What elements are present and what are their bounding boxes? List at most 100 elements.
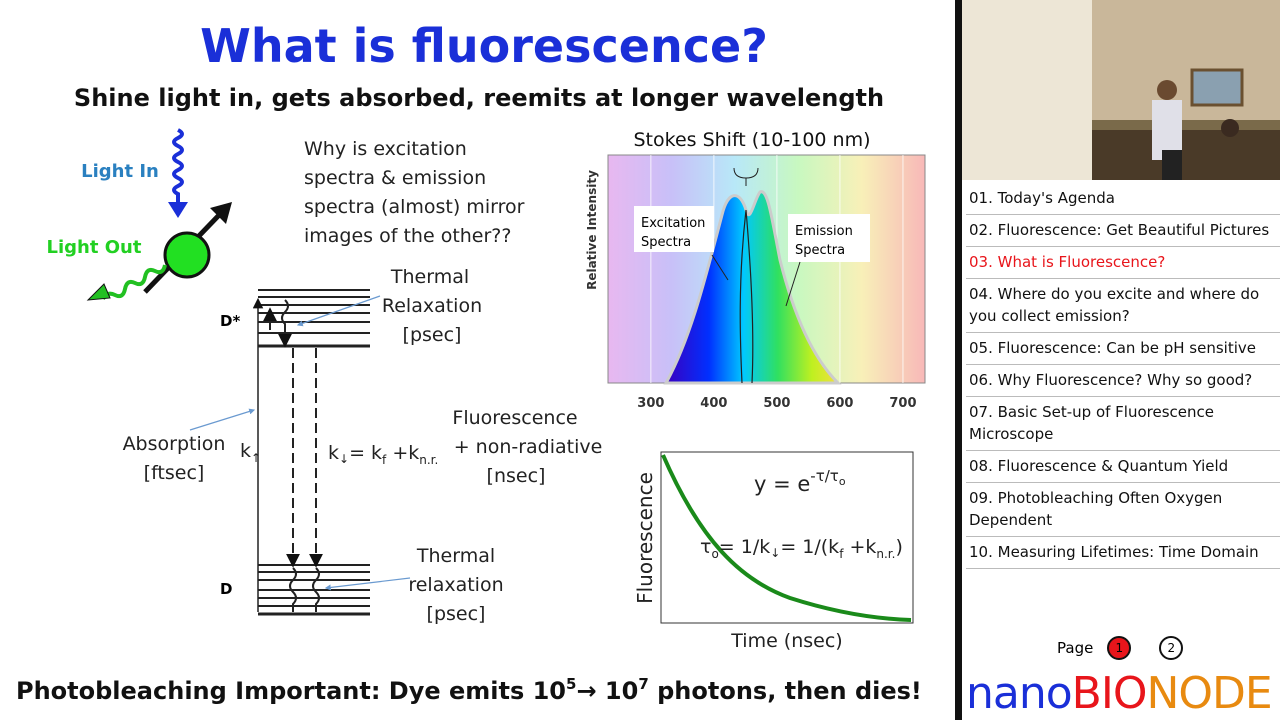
- chapter-item[interactable]: 08. Fluorescence & Quantum Yield: [966, 451, 1280, 483]
- pointer: [785, 261, 801, 307]
- chapter-item[interactable]: 06. Why Fluorescence? Why so good?: [966, 365, 1280, 397]
- molecule-icon: [86, 128, 232, 301]
- brand-part: nano: [966, 668, 1073, 719]
- chapter-item[interactable]: 04. Where do you excite and where do you…: [966, 279, 1280, 333]
- annotation: [nsec]: [487, 465, 546, 487]
- state-label: D*: [220, 312, 240, 330]
- state-label: D: [220, 580, 232, 598]
- equation-part: ): [895, 536, 902, 558]
- footer-part: Photobleaching Important: Dye emits 10: [16, 677, 566, 705]
- equation-part: f: [839, 547, 844, 561]
- video-feed: [962, 0, 1280, 180]
- equation-part: = 1/k: [719, 536, 770, 558]
- x-tick-label: 600: [826, 396, 853, 411]
- equation-part: ↓: [770, 546, 780, 560]
- equation-part: o: [839, 475, 846, 488]
- x-tick-label: 500: [763, 396, 790, 411]
- brand-part: BIO: [1071, 668, 1148, 719]
- chapter-item[interactable]: 07. Basic Set-up of Fluorescence Microsc…: [966, 397, 1280, 451]
- chapter-list: 01. Today's Agenda 02. Fluorescence: Get …: [966, 183, 1280, 569]
- light-in-label: Light In: [81, 161, 159, 182]
- annotation: [ftsec]: [144, 462, 205, 484]
- footer-part: photons, then dies!: [649, 677, 922, 705]
- equation-part: n.r.: [876, 547, 895, 561]
- rate-part: k: [240, 440, 251, 462]
- chapter-item[interactable]: 02. Fluorescence: Get Beautiful Pictures: [966, 215, 1280, 247]
- slide-subtitle: Shine light in, gets absorbed, reemits a…: [74, 84, 884, 112]
- chapter-item[interactable]: 03. What is Fluorescence?: [966, 247, 1280, 279]
- label-box: [634, 206, 714, 252]
- chapter-item[interactable]: 05. Fluorescence: Can be pH sensitive: [966, 333, 1280, 365]
- footer-part: 7: [638, 675, 648, 693]
- question-line: spectra (almost) mirror: [304, 196, 525, 218]
- rate-equation: k↓= kf +kn.r.: [328, 442, 438, 467]
- equation-part: +k: [843, 536, 876, 558]
- annotation: Relaxation: [382, 295, 482, 317]
- decay-plot: [660, 451, 914, 624]
- spectra-label: Spectra: [641, 235, 691, 250]
- slide-title: What is fluorescence?: [200, 19, 768, 73]
- x-axis-label: Time (nsec): [730, 630, 842, 652]
- page-label: Page: [1057, 639, 1094, 657]
- equation-part: = 1/(k: [780, 536, 839, 558]
- x-tick-label: 700: [889, 396, 916, 411]
- page-button[interactable]: 2: [1159, 636, 1184, 660]
- question-line: Why is excitation: [304, 138, 467, 160]
- question-line: spectra & emission: [304, 167, 486, 189]
- page-button[interactable]: 1: [1107, 636, 1132, 660]
- x-tick-label: 400: [700, 396, 727, 411]
- rate-part: k: [328, 442, 339, 464]
- annotation: Absorption: [123, 433, 226, 455]
- rate-part: ↓: [339, 452, 349, 466]
- pager: Page 1 2: [1057, 636, 1184, 660]
- chapter-item[interactable]: 09. Photobleaching Often Oxygen Dependen…: [966, 483, 1280, 537]
- question-line: images of the other??: [304, 225, 511, 247]
- rate-part: f: [382, 453, 387, 467]
- jablonski-diagram: [252, 289, 370, 616]
- light-out-label: Light Out: [47, 237, 142, 258]
- annotation: Fluorescence: [452, 407, 577, 429]
- slide: What is fluorescence? Shine light in, ge…: [16, 19, 926, 705]
- rate-label: k↑: [240, 440, 261, 465]
- chapter-item[interactable]: 10. Measuring Lifetimes: Time Domain: [966, 537, 1280, 569]
- annotation-arrows: [189, 295, 411, 591]
- stokes-bracket: [733, 167, 759, 186]
- annotation: relaxation: [408, 574, 503, 596]
- spectra-title: Stokes Shift (10-100 nm): [633, 129, 870, 151]
- equation-part: τ: [700, 536, 711, 558]
- rate-part: n.r.: [419, 453, 438, 467]
- lifetime-equation: τo= 1/k↓= 1/(kf +kn.r.): [700, 536, 903, 561]
- brand-logo: nanoBIONODE: [966, 668, 1273, 719]
- annotation: [psec]: [427, 603, 486, 625]
- spectra-label: Emission: [795, 224, 853, 239]
- sidebar: 01. Today's Agenda 02. Fluorescence: Get …: [955, 0, 1280, 720]
- question: Why is excitation spectra & emission spe…: [304, 138, 525, 247]
- footer: Photobleaching Important: Dye emits 105→…: [16, 675, 922, 705]
- decay-curve: [661, 454, 912, 622]
- rate-part: +k: [386, 442, 419, 464]
- decay-equation: y = e-τ/τo: [754, 467, 846, 496]
- annotation: + non-radiative: [454, 436, 603, 458]
- annotation: [psec]: [403, 324, 462, 346]
- y-axis-label: Fluorescence: [633, 472, 657, 604]
- pointer: [711, 254, 729, 281]
- label-box: [788, 214, 870, 262]
- footer-part: → 10: [576, 677, 638, 705]
- equation-part: -τ/τ: [810, 467, 839, 485]
- spectra-curves: [663, 190, 842, 385]
- chapter-item[interactable]: 01. Today's Agenda: [966, 183, 1280, 215]
- x-tick-label: 300: [637, 396, 664, 411]
- footer-part: 5: [566, 675, 576, 693]
- brand-part: NODE: [1146, 668, 1272, 719]
- annotation: Thermal: [390, 266, 469, 288]
- rate-part: = k: [349, 442, 382, 464]
- rate-part: ↑: [251, 451, 261, 465]
- spectra-label: Excitation: [641, 216, 705, 231]
- spectra-divider: [739, 209, 754, 384]
- equation-part: o: [711, 547, 718, 561]
- spectra-label: Spectra: [795, 243, 845, 258]
- annotation: Thermal: [416, 545, 495, 567]
- equation-part: y = e: [754, 472, 810, 496]
- y-axis-label: Relative Intensity: [585, 170, 599, 290]
